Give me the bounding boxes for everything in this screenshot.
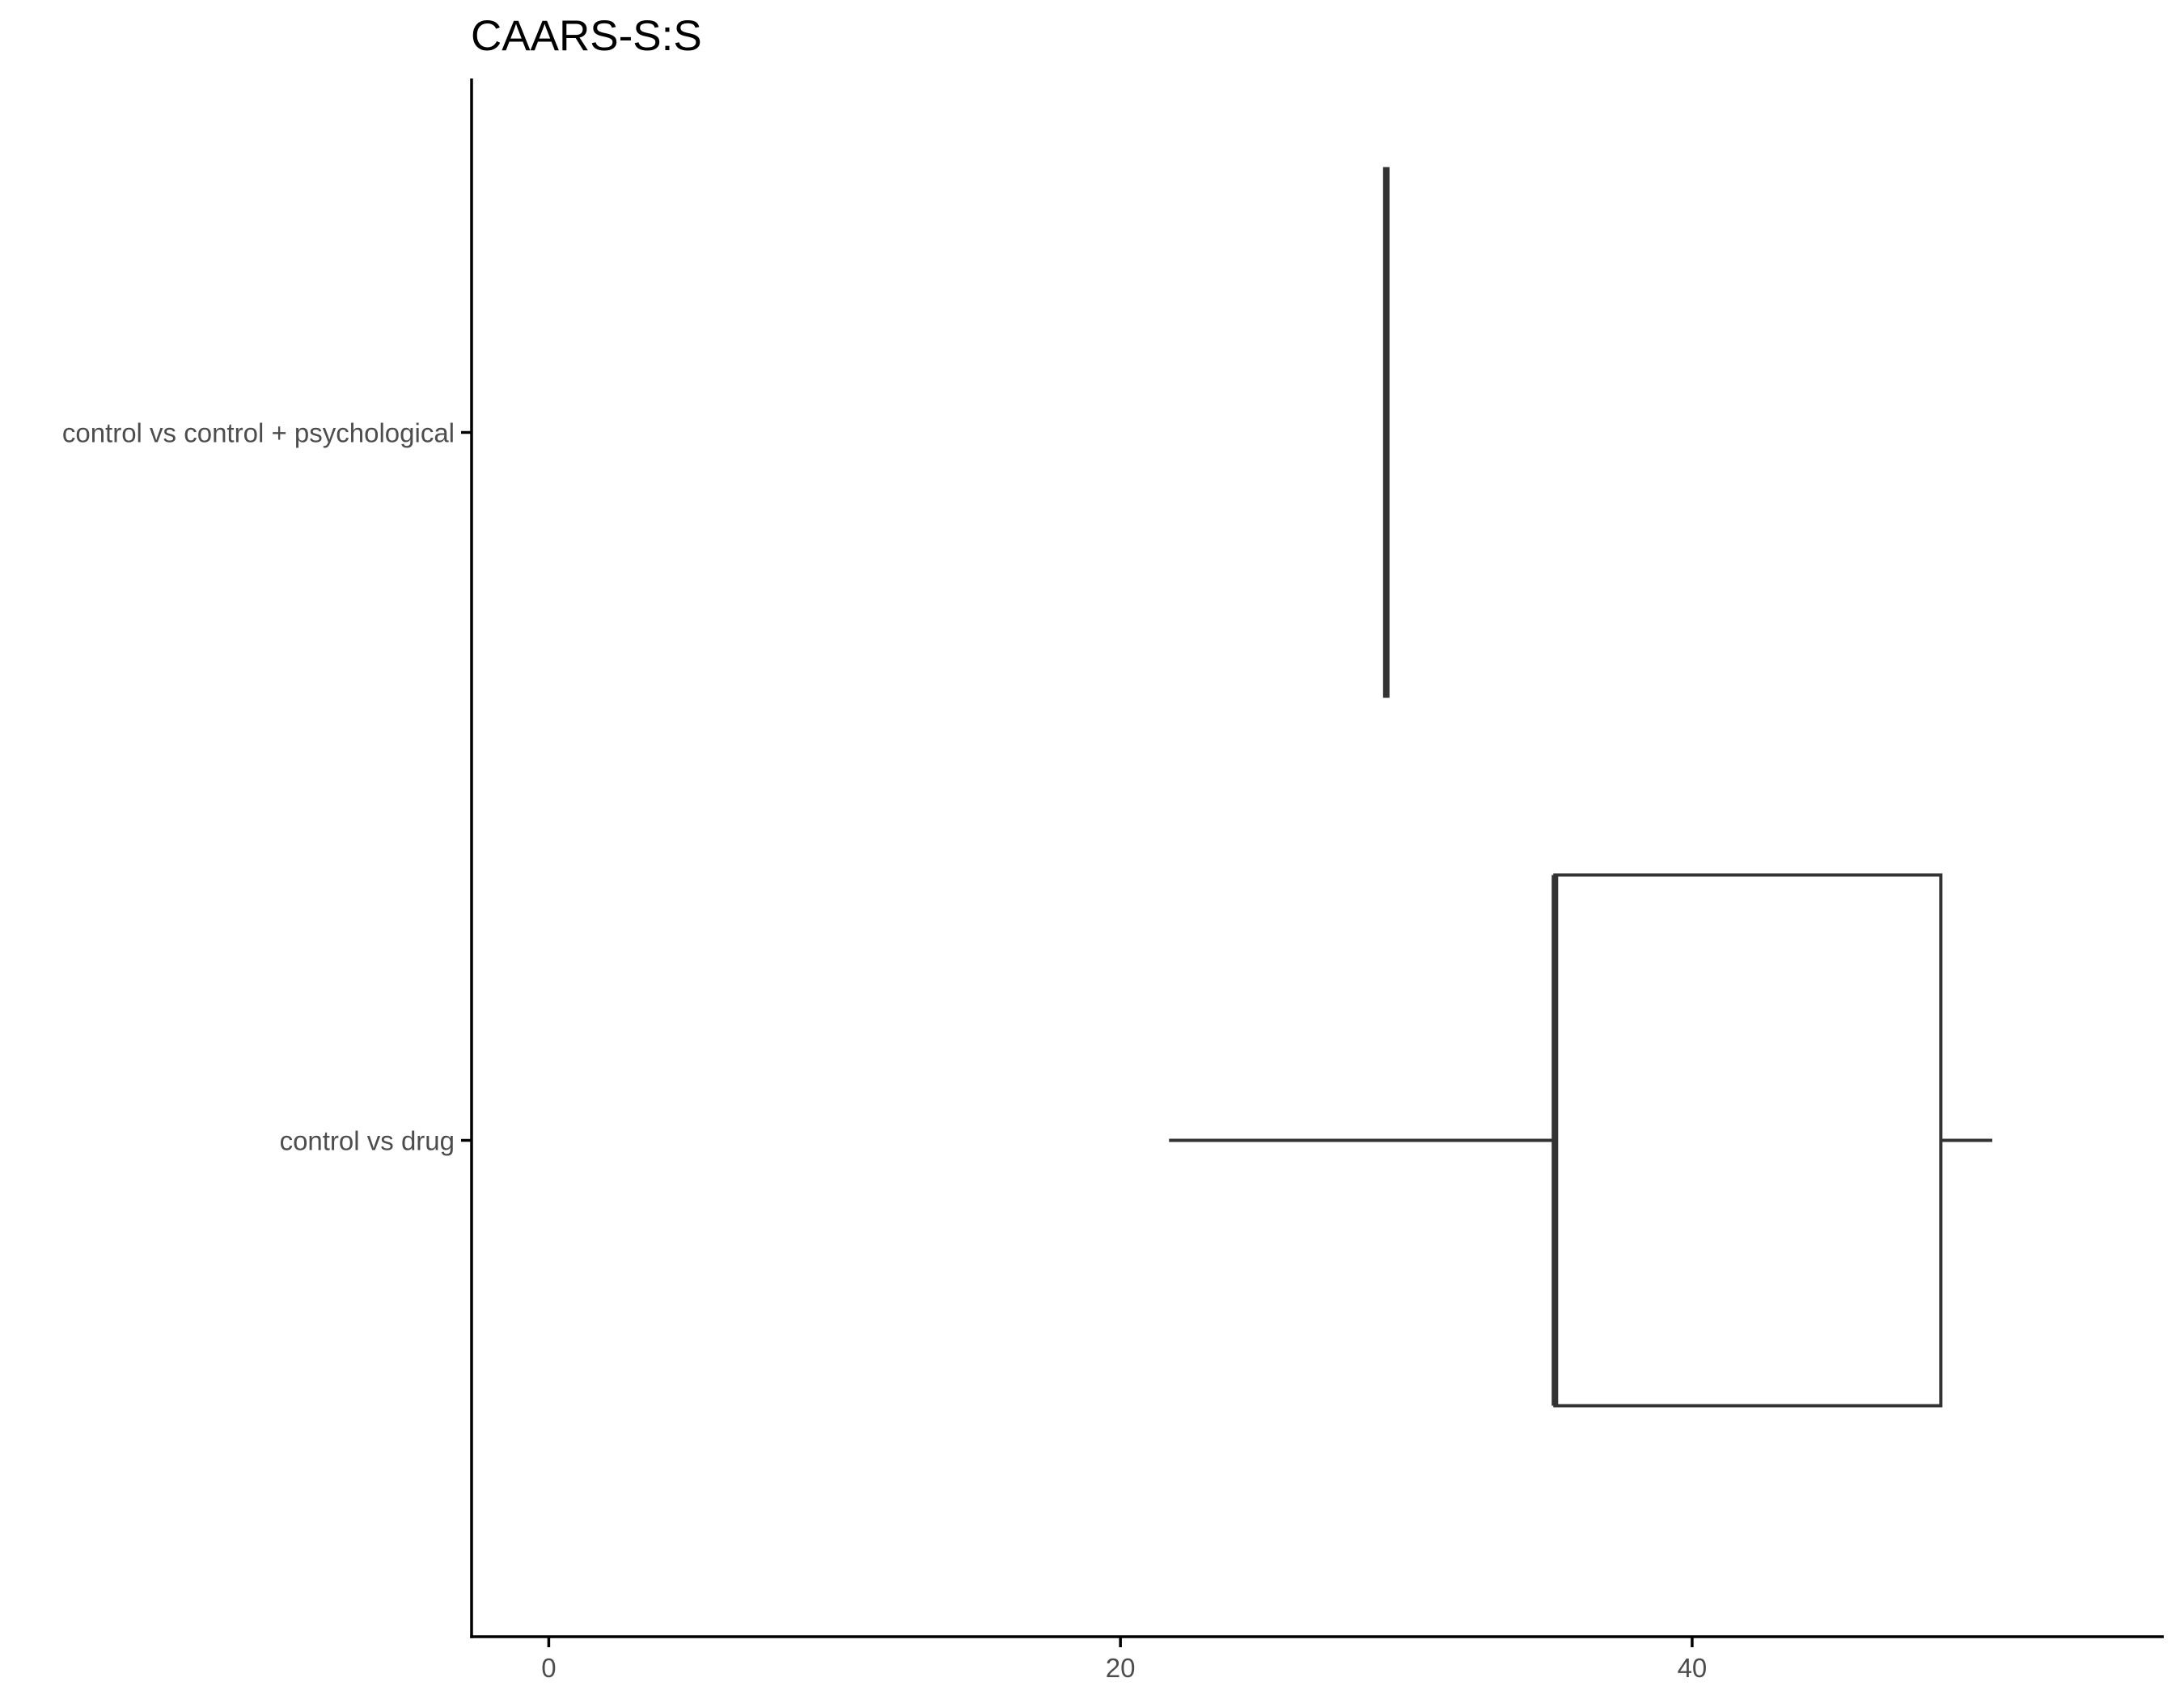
x-tick-label-40: 40 (1678, 1653, 1708, 1683)
box-1 (1553, 873, 1943, 1408)
x-tick-label-20: 20 (1106, 1653, 1136, 1683)
plot-area: 0 20 40 control vs control + psychological c… (62, 78, 2164, 1683)
chart-title: CAARS-S:S (471, 12, 702, 60)
y-tick-label-0: control vs control + psychological (62, 418, 455, 448)
x-tick-label-0: 0 (541, 1653, 556, 1683)
y-tick-label-1: control vs drug (280, 1126, 455, 1156)
